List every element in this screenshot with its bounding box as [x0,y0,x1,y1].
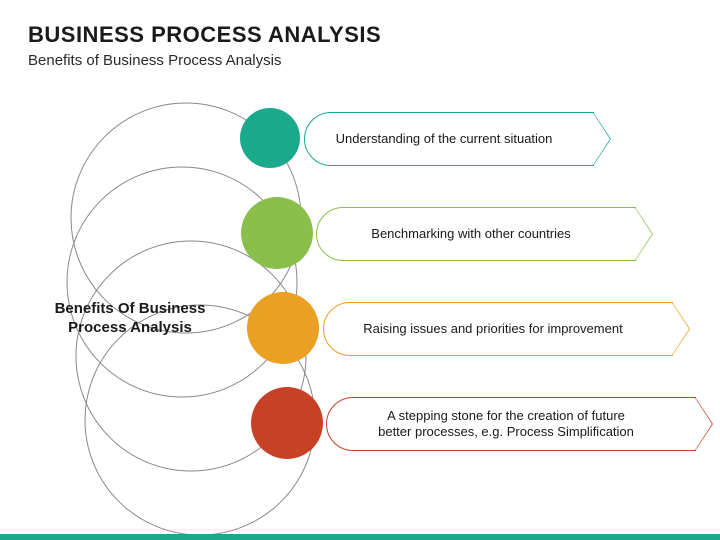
benefit-arrow-4: A stepping stone for the creation of fut… [326,397,696,451]
footer-accent-bar [0,534,720,540]
benefit-arrow-1: Understanding of the current situation [304,112,594,166]
center-label: Benefits Of Business Process Analysis [45,300,215,338]
benefit-node-2 [241,197,313,269]
benefit-arrow-2: Benchmarking with other countries [316,207,636,261]
benefit-node-1 [240,108,300,168]
benefit-label-3: Raising issues and priorities for improv… [363,321,622,337]
benefit-arrow-3: Raising issues and priorities for improv… [323,302,673,356]
benefit-node-3 [247,292,319,364]
ring-arcs [0,0,720,540]
benefit-label-2: Benchmarking with other countries [371,226,570,242]
benefit-node-4 [251,387,323,459]
benefit-label-4: A stepping stone for the creation of fut… [376,408,636,441]
benefit-label-1: Understanding of the current situation [336,131,553,147]
